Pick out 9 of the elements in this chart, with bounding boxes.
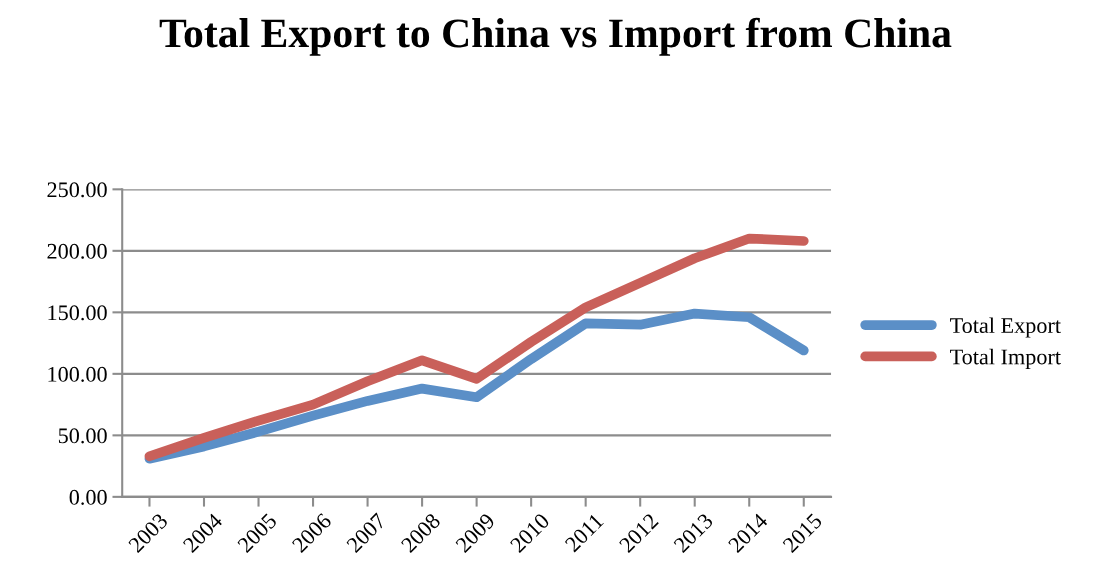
chart-title: Total Export to China vs Import from China — [159, 17, 952, 56]
legend-label: Total Export — [950, 317, 1061, 338]
y-tick-label: 150.00 — [48, 305, 107, 321]
legend-label: Total Import — [950, 348, 1061, 369]
y-tick-label: 200.00 — [47, 243, 107, 259]
y-tick-label: 0.00 — [69, 489, 107, 505]
y-tick-label: 250.00 — [47, 182, 107, 198]
y-tick-label: 50.00 — [58, 428, 107, 444]
y-tick-label: 100.00 — [48, 366, 107, 382]
